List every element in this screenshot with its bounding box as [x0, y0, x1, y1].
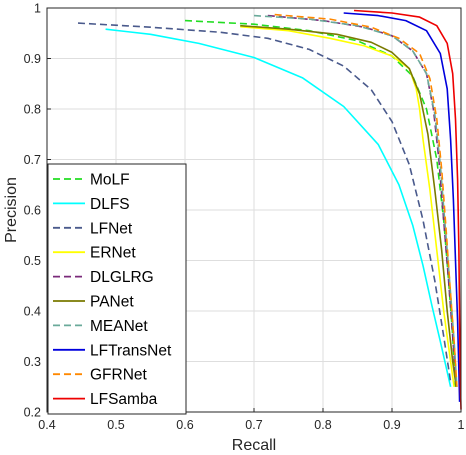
series-line-meanet — [253, 14, 458, 387]
legend-label-dlfs: DLFS — [90, 196, 130, 213]
x-tick-label: 1 — [458, 418, 465, 432]
axis-ticks: 0.4 0.5 0.6 0.7 0.8 0.9 1 0.2 0.3 0.4 0.5 0.6 0.7 0.8… — [24, 2, 465, 433]
series-line-ernet — [240, 25, 455, 387]
series-line-gfrnet — [274, 13, 458, 387]
x-tick-label: 0.6 — [176, 418, 193, 432]
legend-label-gfrnet: GFRNet — [90, 367, 148, 384]
y-tick-label: 0.4 — [24, 305, 41, 319]
series-line-lfnet — [77, 22, 452, 382]
legend-label-panet: PANet — [90, 294, 134, 311]
y-tick-label: 0.2 — [24, 406, 41, 420]
x-tick-label: 0.9 — [383, 418, 400, 432]
series-line-dlfs — [105, 28, 452, 387]
series-line-lfsamba — [353, 9, 462, 410]
y-tick-label: 1 — [34, 2, 41, 16]
x-tick-label: 0.4 — [38, 418, 55, 432]
legend-label-meanet: MEANet — [90, 318, 148, 335]
x-tick-label: 0.5 — [107, 418, 124, 432]
y-tick-label: 0.9 — [24, 52, 41, 66]
x-axis-label: Recall — [232, 437, 276, 454]
legend-label-lftransnet: LFTransNet — [90, 342, 172, 359]
x-tick-label: 0.7 — [245, 418, 262, 432]
y-tick-label: 0.6 — [24, 204, 41, 218]
legend-label-dlglrg: DLGLRG — [90, 269, 154, 286]
y-axis-label: Precision — [3, 177, 20, 243]
legend-box — [47, 163, 187, 415]
legend-label-ernet: ERNet — [90, 245, 136, 262]
y-tick-label: 0.5 — [24, 254, 41, 268]
series-line-lftransnet — [343, 12, 461, 402]
x-tick-label: 0.8 — [314, 418, 331, 432]
y-tick-label: 0.8 — [24, 103, 41, 117]
legend-label-lfnet: LFNet — [90, 220, 133, 237]
series-lines — [77, 9, 462, 410]
legend-label-molf: MoLF — [90, 172, 130, 189]
y-tick-label: 0.3 — [24, 355, 41, 369]
series-line-panet — [240, 24, 457, 387]
legend: MoLF DLFS LFNet ERNet DLGLRG PANet MEANet LFTra… — [47, 163, 187, 415]
y-tick-label: 0.7 — [24, 153, 41, 167]
legend-label-lfsamba: LFSamba — [90, 391, 158, 408]
